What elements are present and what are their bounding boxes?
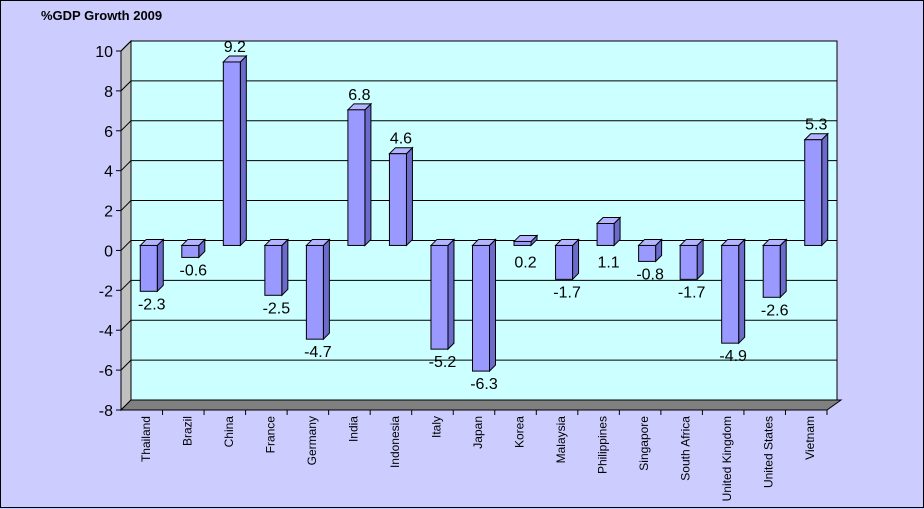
bar — [305, 244, 324, 340]
y-tick-label: -2 — [99, 283, 113, 300]
x-tick-label: France — [263, 416, 277, 454]
bar-side — [322, 238, 330, 341]
bar — [472, 244, 490, 372]
bar — [139, 244, 158, 292]
x-tick-label: Italy — [429, 416, 443, 438]
x-tick-label: India — [346, 416, 360, 442]
bar — [679, 244, 698, 280]
y-tick-label: -8 — [99, 403, 113, 420]
x-tick-label: Thailand — [139, 416, 153, 462]
bar-side — [572, 238, 580, 281]
x-tick-label: Singapore — [637, 416, 651, 471]
y-tick-label: 6 — [104, 124, 113, 141]
x-tick-label: Philippines — [596, 416, 610, 474]
y-tick-label: 0 — [104, 243, 113, 260]
bar — [721, 244, 740, 344]
gridline — [120, 80, 837, 92]
bar-side — [489, 238, 496, 373]
data-label: -1.7 — [553, 284, 581, 301]
bar-side — [364, 102, 372, 247]
plot-floor — [119, 399, 843, 411]
y-tick-label: 4 — [104, 164, 113, 181]
y-tick-label: 8 — [104, 84, 113, 101]
bar-side — [738, 238, 746, 345]
x-tick-label: Japan — [471, 416, 485, 449]
x-tick-label: Indonesia — [388, 416, 402, 468]
bar — [638, 244, 657, 262]
y-tick-label: 10 — [95, 44, 113, 61]
x-tick-label: United States — [762, 416, 776, 488]
data-label: -2.3 — [138, 296, 166, 313]
gridline — [120, 279, 837, 291]
x-tick-label: Brazil — [180, 416, 194, 446]
bar-side — [405, 146, 413, 247]
bar-side — [821, 132, 829, 247]
gridline — [120, 40, 837, 52]
y-tick-label: 2 — [104, 204, 113, 221]
bar-side — [696, 238, 704, 281]
data-label: 6.8 — [348, 87, 370, 104]
gridline — [120, 160, 837, 172]
x-tick-label: China — [222, 416, 236, 448]
data-label: 9.2 — [224, 39, 246, 56]
bar — [555, 244, 574, 280]
plot-side-wall — [120, 39, 132, 412]
data-label: -0.6 — [180, 262, 208, 279]
gridline — [120, 200, 837, 211]
data-label: -2.6 — [761, 302, 789, 319]
x-tick-label: Vietnam — [803, 416, 817, 460]
x-tick-label: United Kingdom — [720, 416, 734, 501]
bar-side — [281, 238, 289, 297]
bar — [804, 139, 823, 246]
bar — [596, 223, 615, 246]
bar-side — [779, 238, 787, 299]
data-label: 1.1 — [597, 254, 619, 271]
x-tick-label: Germany — [305, 416, 319, 465]
data-label: 4.6 — [390, 131, 412, 148]
data-label: -1.7 — [678, 284, 706, 301]
y-tick-label: -6 — [99, 363, 113, 380]
bar — [347, 109, 366, 246]
gridline — [120, 120, 837, 132]
data-label: -4.7 — [304, 344, 332, 361]
gridline — [120, 359, 837, 371]
x-tick-label: Korea — [513, 416, 527, 448]
x-tick-label: South Africa — [679, 416, 693, 481]
data-label: -6.3 — [470, 376, 498, 393]
data-label: -4.9 — [719, 348, 747, 365]
data-label: -2.5 — [263, 300, 291, 317]
data-label: -5.2 — [429, 354, 457, 371]
bar — [222, 61, 241, 246]
bar-side — [239, 54, 247, 247]
bar — [181, 244, 200, 258]
bar-side — [447, 238, 455, 351]
data-label: -0.8 — [636, 266, 664, 283]
data-label: 5.3 — [805, 117, 827, 134]
gridline — [120, 319, 837, 331]
bar — [430, 244, 449, 350]
bar — [513, 240, 532, 246]
y-tick-label: -4 — [99, 323, 113, 340]
chart-title: %GDP Growth 2009 — [41, 8, 163, 23]
bar — [762, 244, 781, 298]
x-tick-label: Malaysia — [554, 416, 568, 464]
data-label: 0.2 — [514, 254, 536, 271]
bar — [264, 244, 283, 296]
bar-side — [156, 238, 164, 293]
bar — [388, 153, 407, 246]
